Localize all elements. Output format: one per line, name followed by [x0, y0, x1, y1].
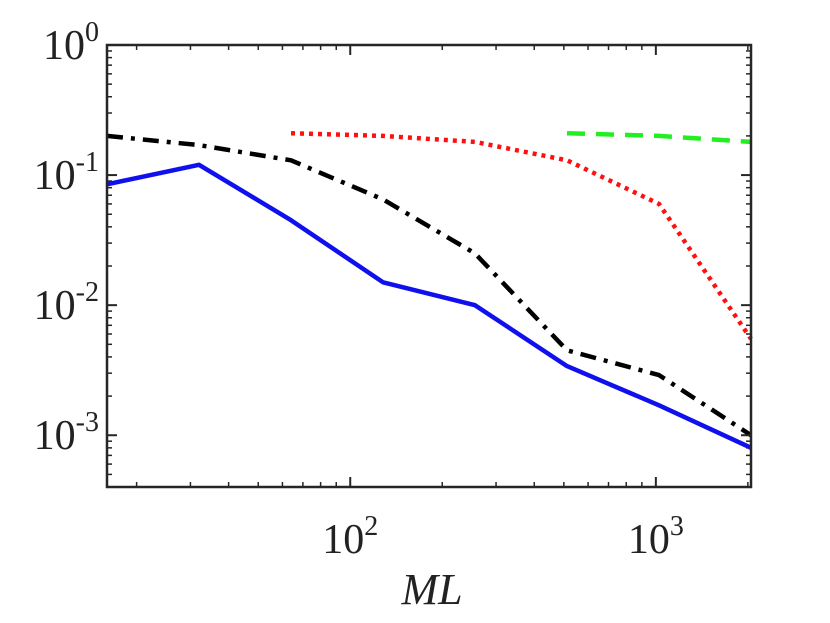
y-tick-label: 10-3 — [34, 407, 99, 459]
y-tick-label: 100 — [43, 17, 99, 69]
series-blue-solid — [106, 162, 752, 450]
tick-labels: 102 103 100 10-1 10-2 10-3 — [34, 17, 684, 563]
minor-ticks — [107, 45, 751, 488]
y-tick-label: 10-2 — [34, 277, 99, 329]
x-axis-title: ML — [400, 565, 462, 614]
major-ticks — [107, 44, 751, 487]
series-layer — [106, 130, 753, 450]
x-tick-label: 103 — [628, 511, 684, 563]
y-tick-label: 10-1 — [34, 147, 99, 199]
plot-frame — [105, 43, 753, 489]
series-green-dashed — [566, 130, 752, 145]
x-tick-label: 102 — [322, 511, 378, 563]
series-red-dotted — [290, 130, 753, 341]
series-black-dashdot — [106, 133, 753, 438]
